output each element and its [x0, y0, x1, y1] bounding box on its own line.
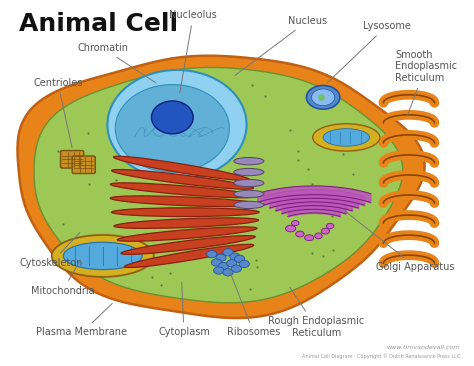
Text: Cytoskeleton: Cytoskeleton	[19, 232, 82, 268]
Ellipse shape	[296, 231, 304, 237]
Ellipse shape	[305, 235, 314, 240]
Ellipse shape	[234, 190, 264, 198]
Ellipse shape	[292, 221, 299, 226]
FancyBboxPatch shape	[72, 156, 95, 173]
Ellipse shape	[227, 259, 237, 267]
Ellipse shape	[216, 254, 226, 261]
Ellipse shape	[285, 225, 296, 232]
Ellipse shape	[207, 250, 217, 258]
Ellipse shape	[234, 179, 264, 187]
Text: Nucleus: Nucleus	[235, 16, 328, 76]
Text: Ribosomes: Ribosomes	[227, 269, 280, 337]
Ellipse shape	[211, 259, 221, 266]
Ellipse shape	[124, 244, 254, 268]
Ellipse shape	[234, 168, 264, 176]
Ellipse shape	[114, 156, 250, 180]
Text: Nucleolus: Nucleolus	[169, 10, 217, 93]
Text: Chromatin: Chromatin	[77, 43, 156, 83]
Ellipse shape	[223, 269, 233, 276]
Ellipse shape	[315, 233, 322, 239]
Text: Cytoplasm: Cytoplasm	[158, 283, 210, 337]
Ellipse shape	[231, 265, 241, 272]
Ellipse shape	[306, 86, 340, 109]
Ellipse shape	[230, 253, 240, 260]
Ellipse shape	[313, 124, 380, 151]
Ellipse shape	[327, 223, 334, 229]
Ellipse shape	[121, 236, 255, 254]
Ellipse shape	[323, 129, 370, 146]
Ellipse shape	[114, 218, 258, 228]
Text: Mitochondria: Mitochondria	[31, 260, 94, 296]
Polygon shape	[18, 56, 425, 318]
Text: Animal Cell: Animal Cell	[19, 12, 178, 36]
Text: Animal Cell Diagram - Copyright © Dutch Renaissance Press LLC: Animal Cell Diagram - Copyright © Dutch …	[302, 353, 460, 359]
Text: Centrioles: Centrioles	[33, 78, 82, 147]
Ellipse shape	[115, 85, 229, 172]
Ellipse shape	[234, 201, 264, 209]
Ellipse shape	[52, 235, 154, 277]
Text: Rough Endoplasmic
Reticulum: Rough Endoplasmic Reticulum	[268, 287, 365, 338]
Text: Smooth
Endoplasmic
Reticulum: Smooth Endoplasmic Reticulum	[395, 50, 457, 115]
FancyBboxPatch shape	[61, 150, 84, 168]
Ellipse shape	[118, 227, 257, 241]
Ellipse shape	[311, 89, 335, 106]
Ellipse shape	[64, 242, 142, 270]
Text: www.timvandevall.com: www.timvandevall.com	[387, 345, 460, 350]
Ellipse shape	[110, 183, 256, 198]
Ellipse shape	[152, 101, 193, 134]
Ellipse shape	[218, 262, 228, 270]
Ellipse shape	[223, 249, 233, 256]
Ellipse shape	[239, 260, 249, 268]
Ellipse shape	[110, 196, 258, 206]
Polygon shape	[34, 67, 403, 303]
Text: Golgi Apparatus: Golgi Apparatus	[344, 210, 455, 272]
Ellipse shape	[321, 228, 329, 234]
Ellipse shape	[111, 208, 259, 217]
Ellipse shape	[111, 169, 254, 189]
Ellipse shape	[108, 70, 246, 179]
Ellipse shape	[235, 255, 245, 262]
Ellipse shape	[234, 157, 264, 165]
Ellipse shape	[214, 267, 224, 274]
Text: Lysosome: Lysosome	[328, 21, 410, 83]
Text: Plasma Membrane: Plasma Membrane	[36, 303, 128, 337]
